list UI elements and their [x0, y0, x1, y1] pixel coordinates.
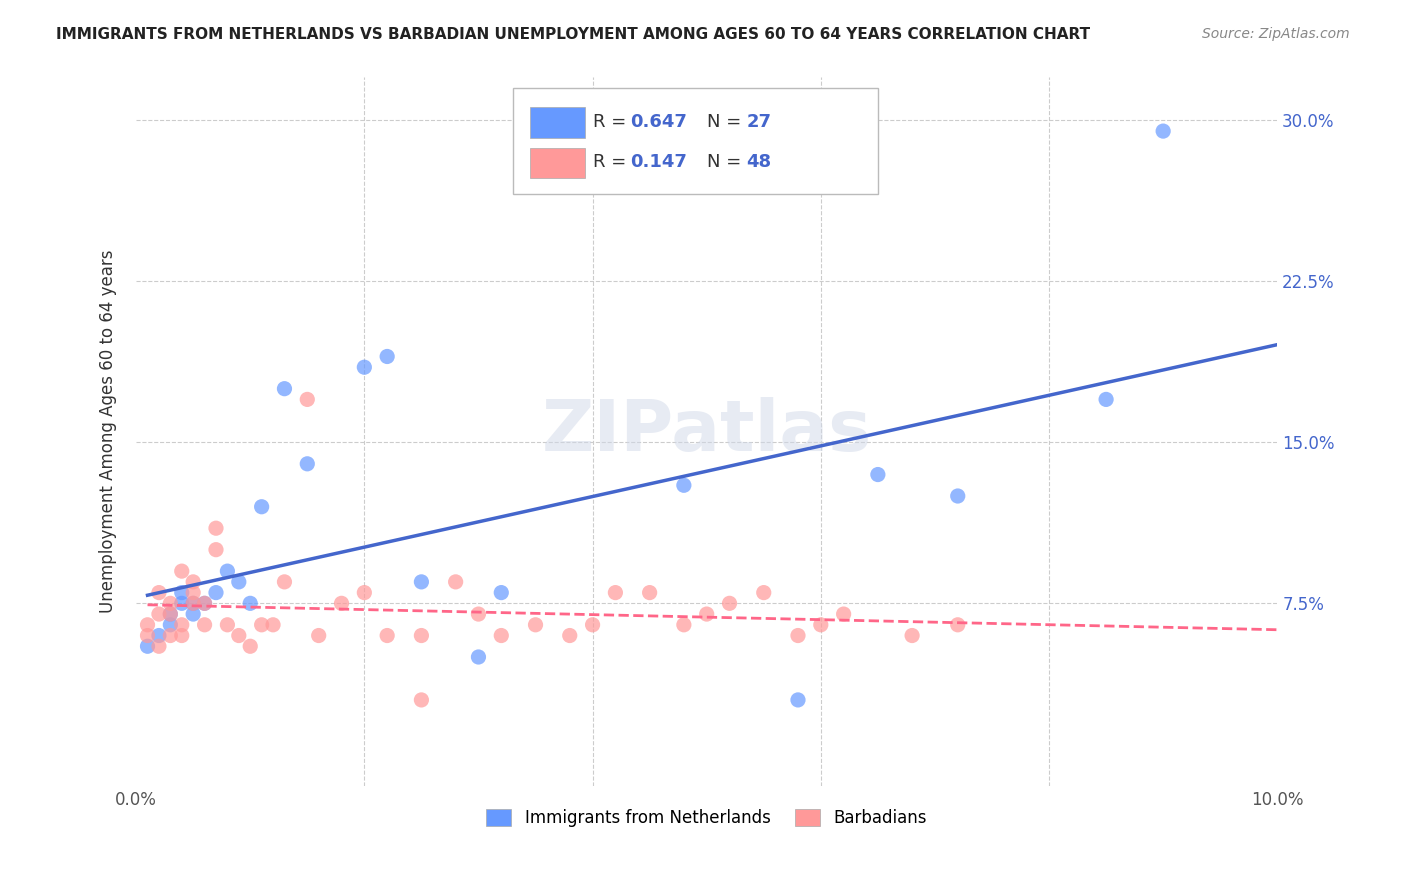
Point	[181, 585, 204, 599]
Point	[273, 574, 295, 589]
Point	[411, 574, 433, 589]
Point	[159, 628, 181, 642]
FancyBboxPatch shape	[530, 107, 585, 137]
Point	[467, 650, 489, 665]
Point	[491, 628, 513, 642]
Point	[467, 607, 489, 621]
Point	[1152, 124, 1174, 138]
Point	[375, 628, 398, 642]
Y-axis label: Unemployment Among Ages 60 to 64 years: Unemployment Among Ages 60 to 64 years	[100, 250, 117, 614]
Point	[411, 628, 433, 642]
Point	[353, 585, 375, 599]
Point	[866, 467, 889, 482]
Point	[308, 628, 330, 642]
Point	[411, 693, 433, 707]
Point	[581, 617, 603, 632]
Point	[148, 628, 170, 642]
Point	[605, 585, 627, 599]
Point	[1095, 392, 1118, 407]
Point	[170, 628, 193, 642]
Point	[217, 564, 239, 578]
Point	[181, 607, 204, 621]
Point	[239, 596, 262, 610]
Text: N =: N =	[707, 113, 747, 131]
Point	[217, 617, 239, 632]
Text: 0.147: 0.147	[630, 153, 688, 171]
Text: Source: ZipAtlas.com: Source: ZipAtlas.com	[1202, 27, 1350, 41]
Point	[170, 585, 193, 599]
Point	[148, 607, 170, 621]
Point	[297, 392, 319, 407]
Text: R =: R =	[592, 153, 637, 171]
Point	[787, 628, 810, 642]
Point	[181, 596, 204, 610]
Point	[696, 607, 718, 621]
Point	[262, 617, 284, 632]
Point	[205, 521, 228, 535]
Legend: Immigrants from Netherlands, Barbadians: Immigrants from Netherlands, Barbadians	[479, 803, 934, 834]
Text: 0.647: 0.647	[630, 113, 688, 131]
Point	[250, 617, 273, 632]
Point	[832, 607, 855, 621]
Point	[946, 489, 969, 503]
Point	[159, 617, 181, 632]
Point	[330, 596, 353, 610]
FancyBboxPatch shape	[513, 88, 877, 194]
Point	[159, 607, 181, 621]
Point	[946, 617, 969, 632]
Point	[558, 628, 581, 642]
Text: R =: R =	[592, 113, 631, 131]
Point	[752, 585, 775, 599]
Point	[194, 617, 217, 632]
Point	[353, 360, 375, 375]
Text: 27: 27	[747, 113, 772, 131]
Point	[181, 574, 204, 589]
Point	[228, 628, 250, 642]
Point	[638, 585, 661, 599]
Text: IMMIGRANTS FROM NETHERLANDS VS BARBADIAN UNEMPLOYMENT AMONG AGES 60 TO 64 YEARS : IMMIGRANTS FROM NETHERLANDS VS BARBADIAN…	[56, 27, 1091, 42]
Point	[170, 564, 193, 578]
Point	[228, 574, 250, 589]
Point	[444, 574, 467, 589]
Point	[810, 617, 832, 632]
Point	[194, 596, 217, 610]
Point	[672, 478, 695, 492]
Point	[170, 617, 193, 632]
Point	[297, 457, 319, 471]
Point	[194, 596, 217, 610]
Point	[170, 596, 193, 610]
Point	[205, 585, 228, 599]
Point	[239, 640, 262, 654]
Point	[375, 350, 398, 364]
FancyBboxPatch shape	[530, 147, 585, 178]
Point	[250, 500, 273, 514]
Point	[672, 617, 695, 632]
Point	[273, 382, 295, 396]
Point	[148, 585, 170, 599]
Point	[491, 585, 513, 599]
Point	[136, 640, 159, 654]
Point	[136, 628, 159, 642]
Text: ZIPatlas: ZIPatlas	[541, 397, 872, 467]
Point	[718, 596, 741, 610]
Point	[136, 617, 159, 632]
Point	[148, 640, 170, 654]
Point	[159, 596, 181, 610]
Point	[181, 596, 204, 610]
Text: N =: N =	[707, 153, 747, 171]
Point	[787, 693, 810, 707]
Point	[524, 617, 547, 632]
Point	[205, 542, 228, 557]
Point	[901, 628, 924, 642]
Text: 48: 48	[747, 153, 772, 171]
Point	[159, 607, 181, 621]
